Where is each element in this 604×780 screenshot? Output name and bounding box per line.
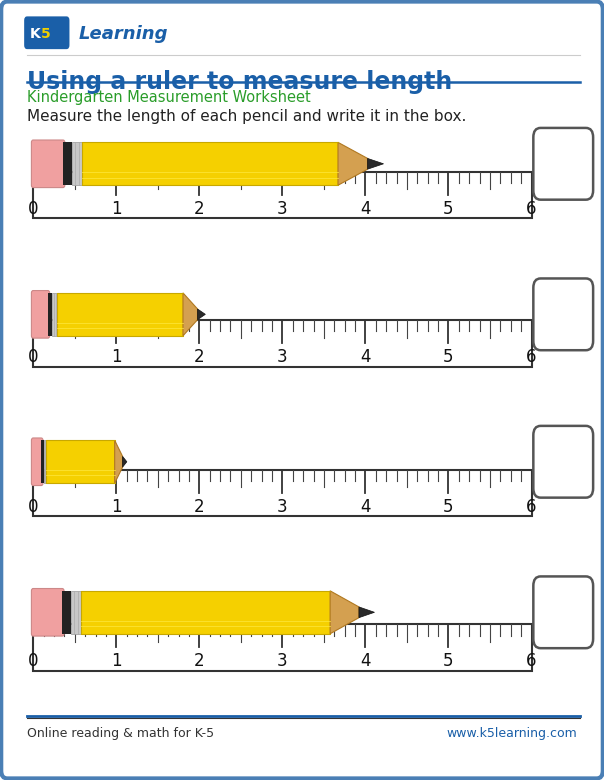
Bar	[71, 591, 81, 633]
FancyBboxPatch shape	[533, 576, 593, 648]
Text: Measure the length of each pencil and write it in the box.: Measure the length of each pencil and wr…	[27, 109, 466, 124]
Text: 3: 3	[277, 652, 288, 671]
Text: 1: 1	[111, 200, 121, 218]
Text: 0: 0	[28, 652, 39, 671]
Text: 2: 2	[194, 348, 205, 367]
Text: 0: 0	[28, 498, 39, 516]
Text: 5: 5	[41, 27, 51, 41]
Text: 5: 5	[443, 200, 454, 218]
Text: 2: 2	[194, 652, 205, 671]
Text: K: K	[30, 27, 41, 41]
Text: 5: 5	[443, 652, 454, 671]
Text: 1: 1	[111, 498, 121, 516]
Text: 4: 4	[360, 348, 371, 367]
Text: 6: 6	[526, 200, 537, 218]
Polygon shape	[368, 158, 384, 169]
Text: 4: 4	[360, 200, 371, 218]
Bar	[63, 142, 72, 186]
Bar	[72, 142, 82, 186]
Text: 3: 3	[277, 348, 288, 367]
Text: 4: 4	[360, 652, 371, 671]
Polygon shape	[123, 456, 127, 467]
FancyBboxPatch shape	[31, 291, 50, 339]
Bar	[47, 440, 115, 484]
Text: 3: 3	[277, 498, 288, 516]
Polygon shape	[338, 142, 368, 186]
Bar	[82, 142, 338, 186]
Text: 6: 6	[526, 652, 537, 671]
Text: www.k5learning.com: www.k5learning.com	[446, 727, 577, 739]
Bar	[43, 440, 47, 484]
Text: 5: 5	[443, 498, 454, 516]
Bar	[57, 292, 183, 335]
Text: 6: 6	[526, 498, 537, 516]
Text: 4: 4	[360, 498, 371, 516]
Polygon shape	[183, 293, 198, 335]
FancyBboxPatch shape	[533, 278, 593, 350]
Bar	[33, 172, 532, 218]
Bar	[41, 440, 43, 484]
Text: 0: 0	[28, 200, 39, 218]
Text: Kindergarten Measurement Worksheet: Kindergarten Measurement Worksheet	[27, 90, 311, 105]
Text: 2: 2	[194, 200, 205, 218]
Bar	[62, 591, 71, 633]
FancyBboxPatch shape	[533, 426, 593, 498]
Bar	[52, 292, 57, 335]
Text: 6: 6	[526, 348, 537, 367]
Polygon shape	[359, 607, 374, 618]
Text: Learning: Learning	[79, 25, 168, 44]
FancyBboxPatch shape	[533, 128, 593, 200]
FancyBboxPatch shape	[31, 588, 64, 636]
Text: 0: 0	[28, 348, 39, 367]
Bar	[33, 470, 532, 516]
Text: 5: 5	[443, 348, 454, 367]
Text: 2: 2	[194, 498, 205, 516]
Text: 1: 1	[111, 348, 121, 367]
Bar	[81, 591, 330, 633]
FancyBboxPatch shape	[24, 16, 69, 49]
Polygon shape	[330, 591, 359, 633]
FancyBboxPatch shape	[31, 438, 43, 485]
Bar	[33, 624, 532, 671]
Text: Online reading & math for K-5: Online reading & math for K-5	[27, 727, 214, 739]
Text: Using a ruler to measure length: Using a ruler to measure length	[27, 70, 452, 94]
Bar	[33, 320, 532, 367]
Bar	[48, 292, 52, 335]
Polygon shape	[115, 440, 123, 484]
Text: 3: 3	[277, 200, 288, 218]
FancyBboxPatch shape	[31, 140, 65, 187]
Text: 1: 1	[111, 652, 121, 671]
Polygon shape	[198, 309, 205, 320]
